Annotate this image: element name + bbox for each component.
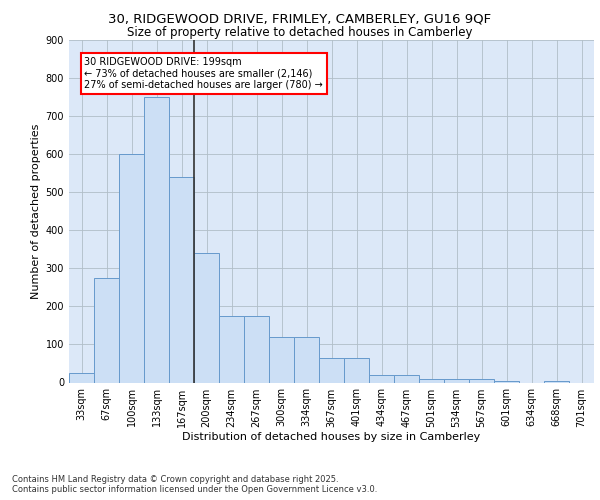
X-axis label: Distribution of detached houses by size in Camberley: Distribution of detached houses by size … [182,432,481,442]
Text: Contains HM Land Registry data © Crown copyright and database right 2025.
Contai: Contains HM Land Registry data © Crown c… [12,474,377,494]
Bar [419,378,444,382]
Bar [94,278,119,382]
Bar [344,358,369,382]
Bar [169,177,194,382]
Bar [544,380,569,382]
Y-axis label: Number of detached properties: Number of detached properties [31,124,41,299]
Bar [494,380,519,382]
Bar [444,378,469,382]
Bar [394,375,419,382]
Bar [144,97,169,382]
Text: 30 RIDGEWOOD DRIVE: 199sqm
← 73% of detached houses are smaller (2,146)
27% of s: 30 RIDGEWOOD DRIVE: 199sqm ← 73% of deta… [85,57,323,90]
Bar [369,375,394,382]
Bar [244,316,269,382]
Bar [194,253,219,382]
Text: 30, RIDGEWOOD DRIVE, FRIMLEY, CAMBERLEY, GU16 9QF: 30, RIDGEWOOD DRIVE, FRIMLEY, CAMBERLEY,… [109,12,491,26]
Bar [119,154,144,382]
Bar [269,337,294,382]
Bar [319,358,344,382]
Bar [469,378,494,382]
Bar [69,373,94,382]
Bar [294,337,319,382]
Bar [219,316,244,382]
Text: Size of property relative to detached houses in Camberley: Size of property relative to detached ho… [127,26,473,39]
